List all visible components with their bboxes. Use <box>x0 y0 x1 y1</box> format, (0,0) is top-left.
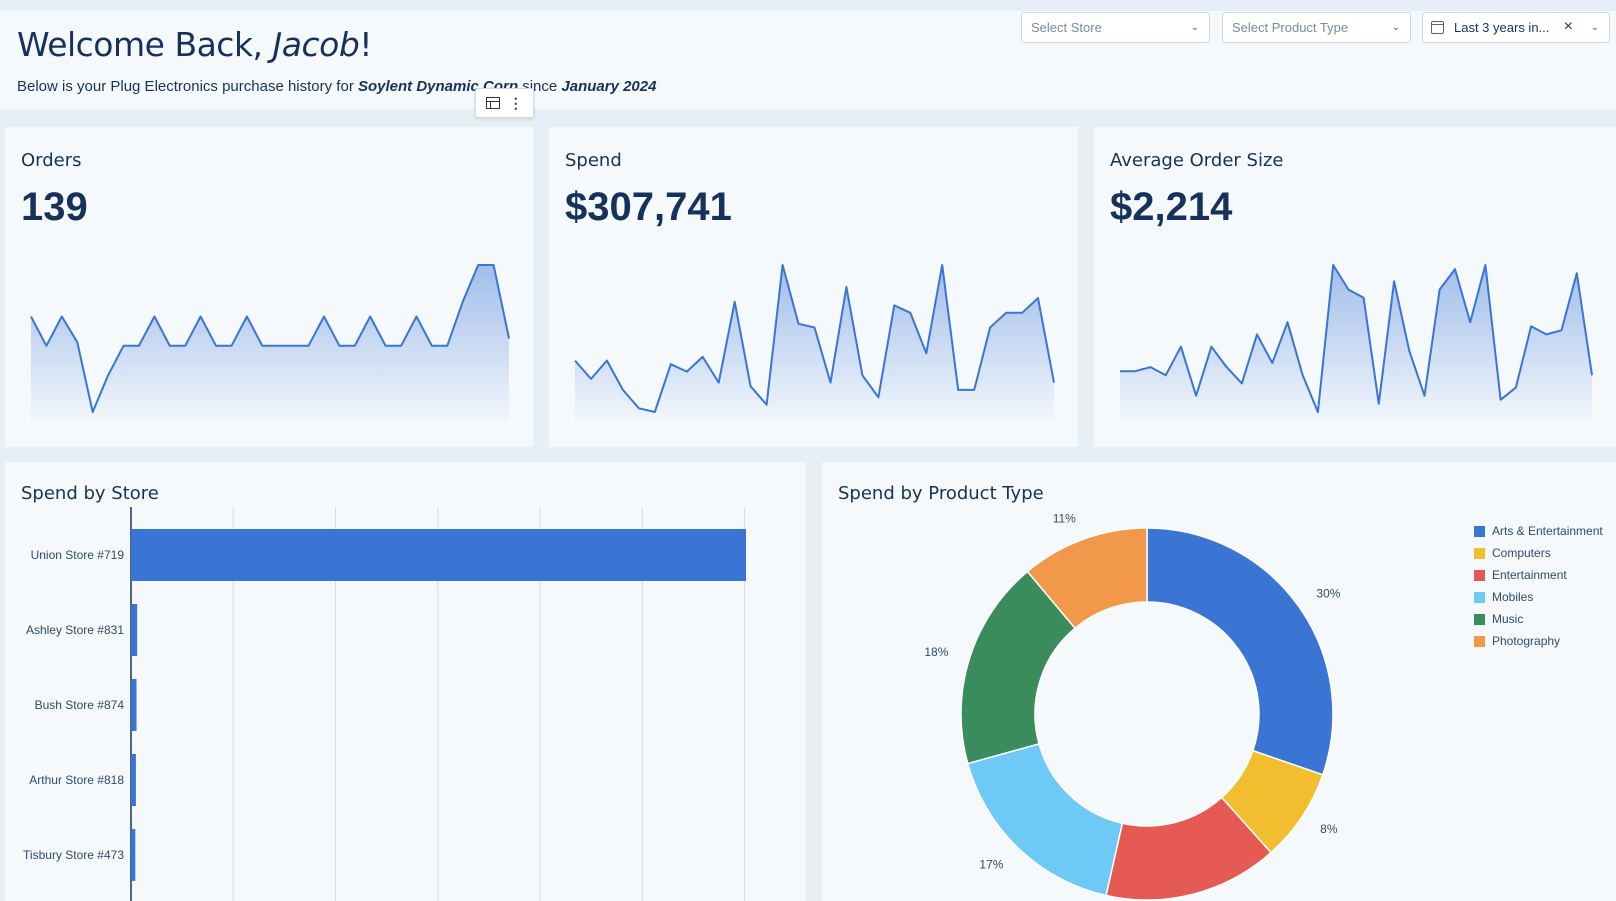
calendar-icon <box>1431 21 1444 34</box>
purchase-history-subtitle: Below is your Plug Electronics purchase … <box>17 78 657 95</box>
spend-sparkline <box>574 264 1055 422</box>
orders-value: 139 <box>21 185 88 229</box>
store-select[interactable]: Select Store ⌄ <box>1021 12 1210 43</box>
legend-swatch <box>1474 569 1485 581</box>
legend-swatch <box>1474 613 1485 625</box>
legend-label: Entertainment <box>1492 568 1567 582</box>
sparkline-area <box>1120 265 1592 422</box>
product-type-select-placeholder: Select Product Type <box>1232 20 1349 35</box>
spend-by-product-legend: Arts & Entertainment Computers Entertainme… <box>1474 520 1603 652</box>
bar-category-label: Tisbury Store #473 <box>23 848 124 862</box>
bar[interactable] <box>131 604 138 656</box>
bar[interactable] <box>131 754 136 806</box>
close-icon[interactable]: × <box>1563 18 1573 35</box>
spend-title: Spend <box>565 150 622 171</box>
bar-category-label: Union Store #719 <box>31 548 125 562</box>
user-name: Jacob <box>272 25 360 64</box>
welcome-title: Welcome Back, Jacob! <box>17 25 373 64</box>
bar-category-label: Ashley Store #831 <box>26 623 124 637</box>
legend-label: Computers <box>1492 546 1551 560</box>
spend-by-store-panel: Spend by Store Union Store #719 Ashley St… <box>5 462 806 901</box>
bar-category-label: Bush Store #874 <box>35 698 125 712</box>
spend-by-product-title: Spend by Product Type <box>838 483 1044 504</box>
date-range-value: Last 3 years in... <box>1454 20 1550 35</box>
more-vertical-icon[interactable]: ⋮ <box>508 95 523 111</box>
legend-swatch <box>1474 547 1485 559</box>
product-type-select[interactable]: Select Product Type ⌄ <box>1222 12 1411 43</box>
legend-label: Music <box>1492 612 1524 626</box>
legend-label: Photography <box>1492 634 1561 648</box>
legend-item[interactable]: Entertainment <box>1474 564 1603 586</box>
widget-toolbar: ⋮ <box>475 88 534 118</box>
avg-order-card: Average Order Size $2,214 <box>1094 127 1616 447</box>
legend-label: Mobiles <box>1492 590 1534 604</box>
orders-sparkline <box>30 264 510 422</box>
spend-card: Spend $307,741 <box>549 127 1078 447</box>
legend-item[interactable]: Photography <box>1474 630 1603 652</box>
spend-by-store-title: Spend by Store <box>21 483 159 504</box>
since-date: January 2024 <box>561 78 657 95</box>
orders-card: Orders 139 <box>5 127 533 447</box>
spend-value: $307,741 <box>565 185 732 229</box>
legend-swatch <box>1474 525 1485 537</box>
chevron-down-icon: ⌄ <box>1391 22 1400 33</box>
bar[interactable] <box>131 529 746 581</box>
avg-order-value: $2,214 <box>1110 185 1233 229</box>
avg-order-title: Average Order Size <box>1110 150 1284 171</box>
store-select-placeholder: Select Store <box>1031 20 1102 35</box>
sparkline-area <box>31 265 509 422</box>
bar-category-label: Arthur Store #818 <box>29 773 124 787</box>
sparkline-series-line <box>30 264 510 413</box>
legend-label: Arts & Entertainment <box>1492 524 1603 538</box>
legend-item[interactable]: Music <box>1474 608 1603 630</box>
sparkline-area <box>575 265 1054 422</box>
table-icon[interactable] <box>486 97 501 109</box>
avg-order-sparkline <box>1120 264 1593 422</box>
legend-item[interactable]: Computers <box>1474 542 1603 564</box>
legend-item[interactable]: Mobiles <box>1474 586 1603 608</box>
sparkline-series-line <box>1120 264 1593 413</box>
chevron-down-icon: ⌄ <box>1590 22 1599 33</box>
orders-title: Orders <box>21 150 82 171</box>
legend-swatch <box>1474 591 1485 603</box>
bar[interactable] <box>131 679 137 731</box>
legend-item[interactable]: Arts & Entertainment <box>1474 520 1603 542</box>
sparkline-series-line <box>574 264 1055 413</box>
date-range-select[interactable]: Last 3 years in... × ⌄ <box>1422 12 1610 43</box>
chevron-down-icon: ⌄ <box>1190 22 1199 33</box>
spend-by-store-chart: Union Store #719 Ashley Store #831 Bush St… <box>23 507 746 901</box>
legend-swatch <box>1474 635 1485 647</box>
bar[interactable] <box>131 829 136 881</box>
